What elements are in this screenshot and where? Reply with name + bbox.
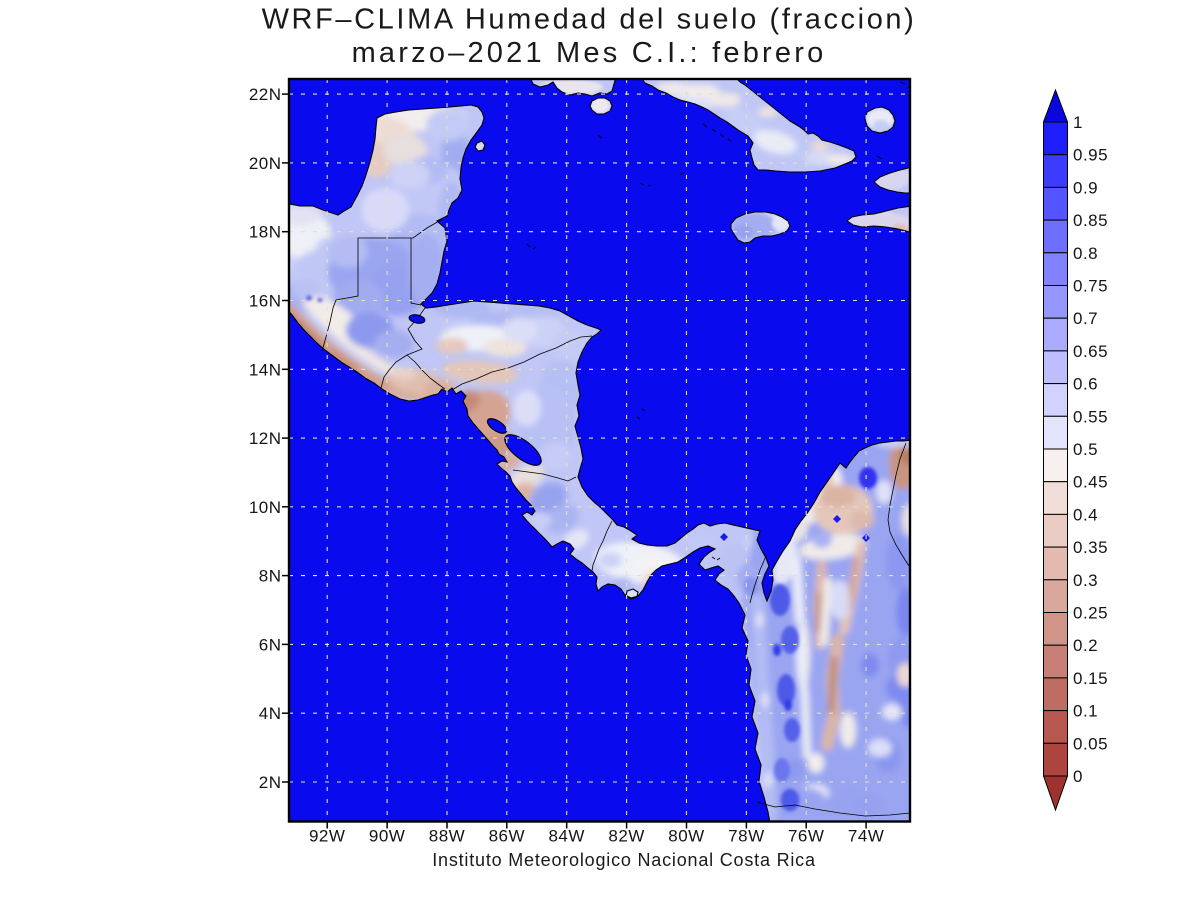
- svg-text:0.55: 0.55: [1073, 407, 1108, 426]
- svg-text:0.65: 0.65: [1073, 342, 1108, 361]
- svg-text:WRF–CLIMA Humedad del suelo (f: WRF–CLIMA Humedad del suelo (fraccion): [262, 4, 917, 36]
- svg-text:86W: 86W: [489, 827, 525, 846]
- svg-text:0.4: 0.4: [1073, 505, 1098, 524]
- svg-text:0.1: 0.1: [1073, 702, 1098, 721]
- svg-text:0.8: 0.8: [1073, 244, 1098, 263]
- svg-text:22N: 22N: [249, 85, 282, 104]
- svg-text:12N: 12N: [249, 429, 282, 448]
- svg-text:0.45: 0.45: [1073, 473, 1108, 492]
- svg-text:16N: 16N: [249, 292, 282, 311]
- svg-text:82W: 82W: [608, 827, 644, 846]
- svg-text:84W: 84W: [548, 827, 584, 846]
- svg-text:0.75: 0.75: [1073, 277, 1108, 296]
- svg-text:10N: 10N: [249, 498, 282, 517]
- svg-text:0.2: 0.2: [1073, 636, 1098, 655]
- svg-text:0.5: 0.5: [1073, 440, 1098, 459]
- svg-text:0.25: 0.25: [1073, 604, 1108, 623]
- svg-text:0.6: 0.6: [1073, 375, 1098, 394]
- svg-text:0.9: 0.9: [1073, 178, 1098, 197]
- svg-text:78W: 78W: [728, 827, 764, 846]
- svg-text:0.35: 0.35: [1073, 538, 1108, 557]
- svg-text:80W: 80W: [668, 827, 704, 846]
- svg-text:88W: 88W: [429, 827, 465, 846]
- svg-text:6N: 6N: [259, 635, 282, 654]
- svg-text:0.05: 0.05: [1073, 734, 1108, 753]
- svg-text:marzo–2021 Mes C.I.: febrero: marzo–2021 Mes C.I.: febrero: [352, 37, 827, 69]
- svg-text:74W: 74W: [848, 827, 884, 846]
- svg-text:Instituto Meteorologico Nacion: Instituto Meteorologico Nacional Costa R…: [432, 850, 816, 870]
- svg-text:18N: 18N: [249, 223, 282, 242]
- svg-text:0.85: 0.85: [1073, 211, 1108, 230]
- svg-text:4N: 4N: [259, 704, 282, 723]
- svg-text:0.7: 0.7: [1073, 309, 1098, 328]
- svg-text:2N: 2N: [259, 773, 282, 792]
- svg-text:90W: 90W: [369, 827, 405, 846]
- svg-text:92W: 92W: [309, 827, 345, 846]
- svg-text:20N: 20N: [249, 154, 282, 173]
- svg-text:0.15: 0.15: [1073, 669, 1108, 688]
- svg-text:76W: 76W: [788, 827, 824, 846]
- svg-text:14N: 14N: [249, 360, 282, 379]
- svg-text:1: 1: [1073, 113, 1083, 132]
- svg-text:0: 0: [1073, 767, 1083, 786]
- svg-text:0.95: 0.95: [1073, 146, 1108, 165]
- svg-text:8N: 8N: [259, 567, 282, 586]
- svg-text:0.3: 0.3: [1073, 571, 1098, 590]
